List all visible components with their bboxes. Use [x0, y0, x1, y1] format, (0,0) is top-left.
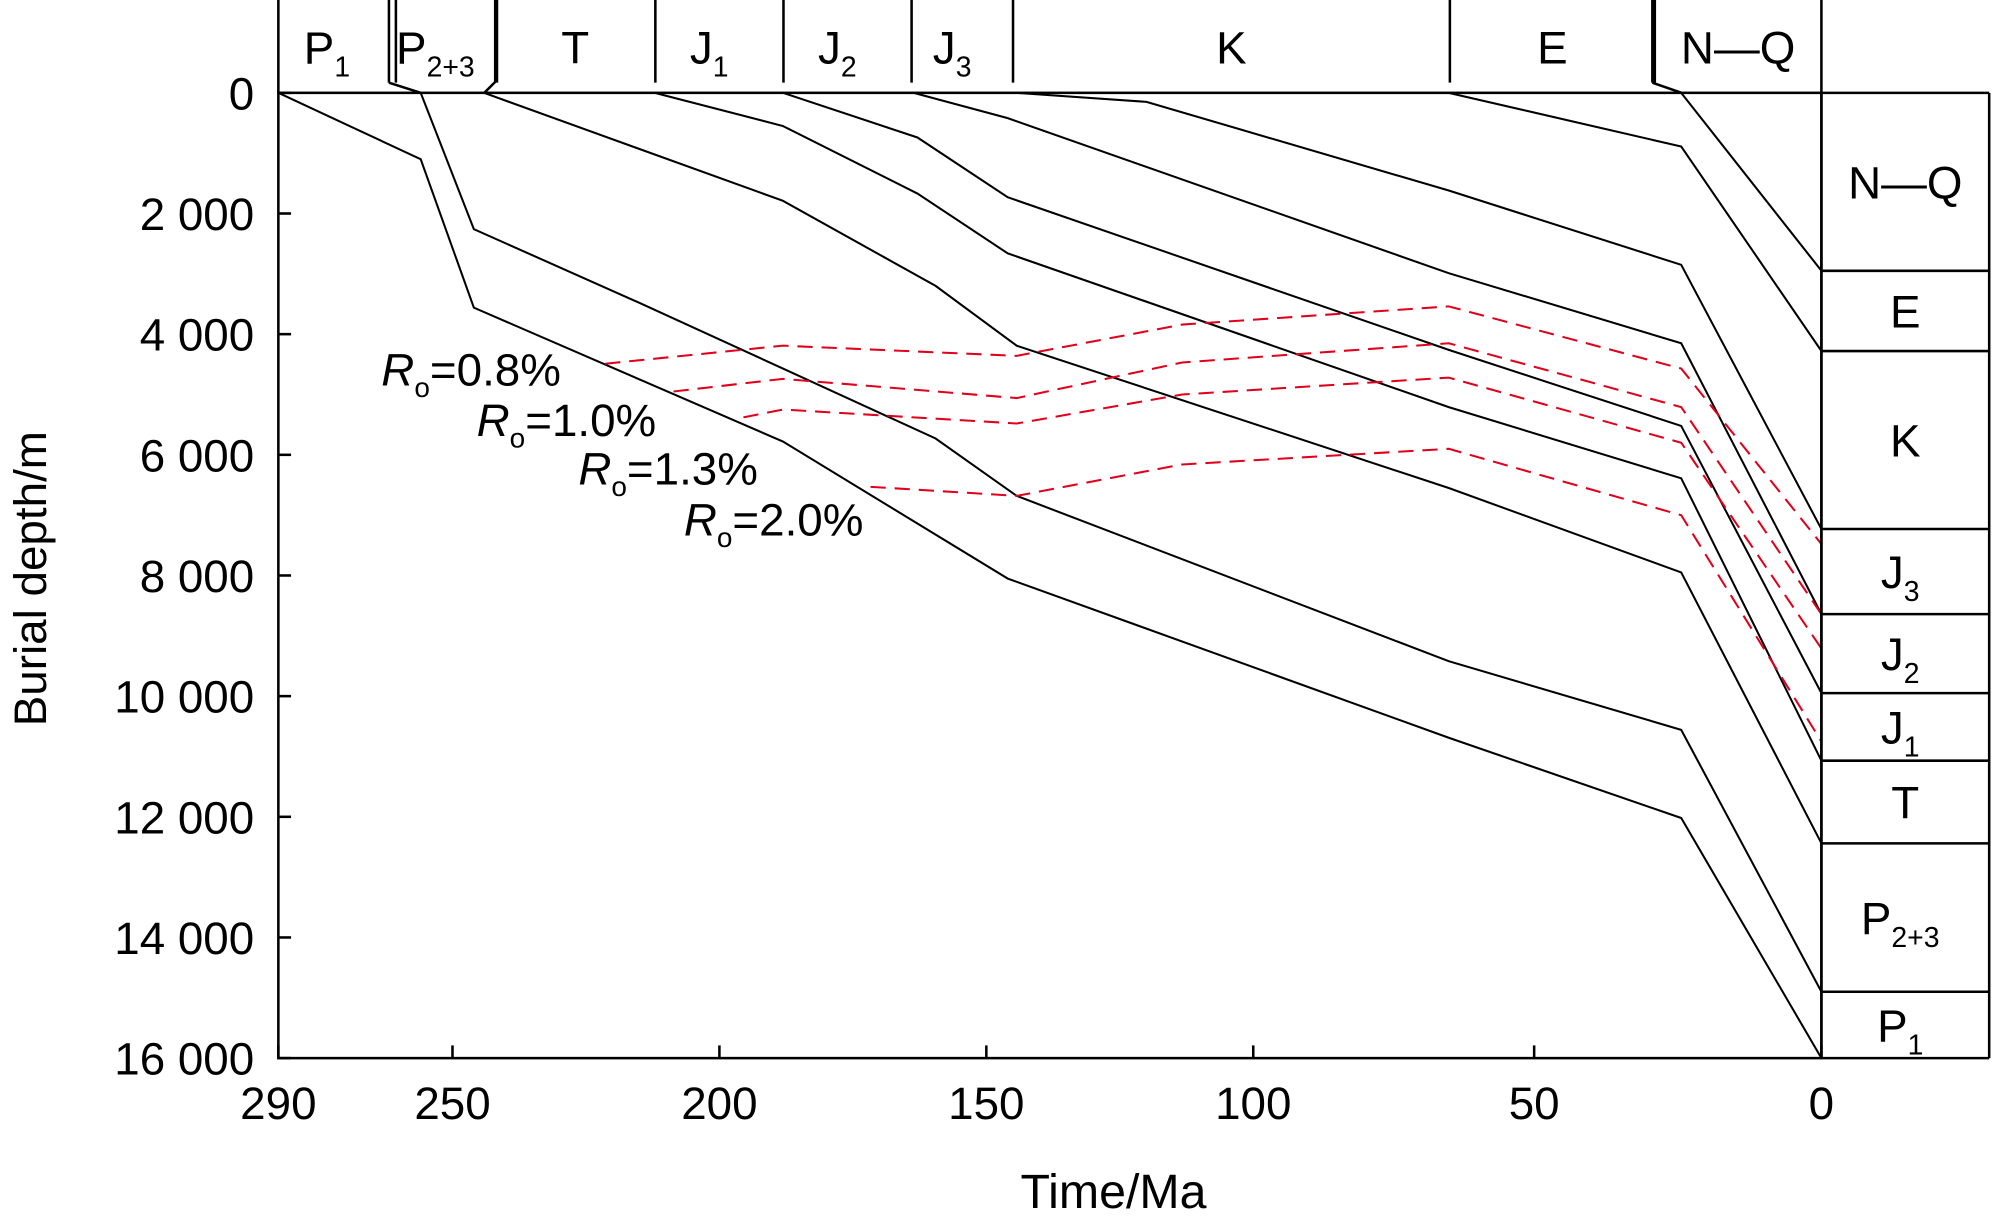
- plot-frame: [277, 91, 1823, 1060]
- stage-label-P2+3: P2+3: [396, 23, 475, 84]
- burial-curve: [1016, 91, 1823, 530]
- burial-curve: [913, 91, 1823, 615]
- x-tick-label: 150: [948, 1078, 1024, 1129]
- x-tick-label: 50: [1509, 1078, 1560, 1129]
- stage-label-N—Q: N—Q: [1681, 23, 1795, 74]
- burial-curves: [277, 91, 1823, 1059]
- stage-label-K: K: [1216, 23, 1247, 74]
- stage-label-E: E: [1537, 23, 1568, 74]
- header-notch: [1651, 81, 1683, 95]
- stage-label-J3: J3: [933, 23, 972, 84]
- y-tick-label: 2 000: [140, 189, 254, 240]
- ro-isoline: [605, 305, 1823, 545]
- stage-header: P1 P2+3 T J1 J2 J3 K E N—Q: [277, 0, 1795, 95]
- column-label-T: T: [1891, 778, 1919, 829]
- y-tick-label: 16 000: [114, 1034, 254, 1085]
- column-label-P1: P1: [1877, 1000, 1923, 1061]
- x-axis-title: Time/Ma: [1020, 1165, 1206, 1219]
- y-tick-label: 4 000: [140, 310, 254, 361]
- burial-curve: [419, 92, 1823, 993]
- column-label-J2: J2: [1881, 629, 1920, 690]
- burial-curve: [483, 91, 1823, 844]
- y-tick-label: 14 000: [114, 913, 254, 964]
- stage-label-J1: J1: [690, 23, 729, 84]
- y-tick-label: 12 000: [114, 792, 254, 843]
- x-tick-label: 290: [240, 1078, 316, 1129]
- header-notch: [483, 79, 498, 94]
- ro-label: Ro=0.8%: [381, 344, 561, 402]
- ro-isoline: [870, 447, 1823, 742]
- column-label-P2+3: P2+3: [1861, 893, 1940, 954]
- stratigraphic-column: N—Q E K J3 J2 J1 T P2+3 P1: [1821, 92, 1991, 1061]
- ro-label: Ro=2.0%: [684, 494, 864, 552]
- ro-label: Ro=1.3%: [578, 444, 758, 502]
- burial-curve: [1448, 91, 1823, 352]
- header-notch: [388, 81, 422, 95]
- y-tick-label: 0: [229, 68, 254, 119]
- column-label-J1: J1: [1881, 702, 1920, 763]
- column-label-N—Q: N—Q: [1848, 157, 1962, 208]
- y-axis-title: Burial depth/m: [5, 431, 56, 726]
- x-tick-label: 250: [414, 1078, 490, 1129]
- ro-isoline: [743, 376, 1823, 650]
- x-tick-label: 0: [1809, 1078, 1834, 1129]
- stage-label-P1: P1: [304, 23, 350, 84]
- ro-isolines: Ro=0.8%Ro=1.0%Ro=1.3%Ro=2.0%: [381, 305, 1823, 742]
- stage-label-J2: J2: [818, 23, 857, 84]
- burial-curve: [277, 91, 1823, 1059]
- y-tick-label: 10 000: [114, 672, 254, 723]
- column-label-K: K: [1890, 416, 1921, 467]
- axes: 290 250 200 150 100 50 0 0 2 000 4 000 6 000 8 000 1…: [114, 0, 1990, 1129]
- burial-curve: [782, 91, 1823, 694]
- ro-isoline: [673, 342, 1823, 615]
- stage-label-T: T: [561, 23, 589, 74]
- y-tick-label: 8 000: [140, 551, 254, 602]
- x-tick-label: 100: [1215, 1078, 1291, 1129]
- burial-curve: [1680, 92, 1823, 272]
- column-label-E: E: [1890, 286, 1921, 337]
- y-tick-label: 6 000: [140, 430, 254, 481]
- ro-label: Ro=1.0%: [477, 395, 657, 453]
- column-label-J3: J3: [1881, 547, 1920, 608]
- burial-curve: [654, 91, 1823, 762]
- x-tick-label: 200: [681, 1078, 757, 1129]
